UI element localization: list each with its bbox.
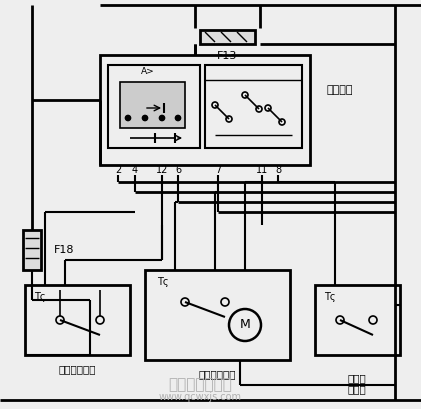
Bar [145, 270, 290, 360]
Text: 2: 2 [115, 165, 121, 175]
Text: 6: 6 [175, 165, 181, 175]
Text: 4: 4 [132, 165, 138, 175]
Text: Τς: Τς [157, 277, 169, 287]
Circle shape [176, 115, 181, 121]
Circle shape [125, 115, 131, 121]
Text: 汽车维修技术网: 汽车维修技术网 [168, 378, 232, 393]
Bar [315, 285, 400, 355]
Text: M: M [240, 319, 250, 332]
Circle shape [160, 115, 165, 121]
Bar [25, 285, 130, 355]
Text: 中控单元: 中控单元 [327, 85, 353, 95]
Bar [205, 65, 302, 148]
Text: 8: 8 [275, 165, 281, 175]
Bar [23, 230, 41, 270]
Text: Τς: Τς [324, 292, 336, 302]
Text: www.qcwxjs.com: www.qcwxjs.com [158, 392, 242, 402]
Text: 侧门锁
死开关: 侧门锁 死开关 [348, 373, 366, 395]
Circle shape [142, 115, 147, 121]
Text: 12: 12 [156, 165, 168, 175]
Bar [200, 30, 255, 44]
Text: 主门锁死开关: 主门锁死开关 [58, 364, 96, 374]
Text: Τς: Τς [34, 292, 46, 302]
Bar [108, 65, 200, 148]
Text: F13: F13 [217, 51, 237, 61]
Text: 11: 11 [256, 165, 268, 175]
Text: A>: A> [141, 67, 155, 76]
Bar [100, 55, 310, 165]
Text: 7: 7 [215, 165, 221, 175]
Bar [120, 82, 185, 128]
Text: F18: F18 [54, 245, 75, 255]
Text: 主门锁动作器: 主门锁动作器 [198, 369, 236, 379]
